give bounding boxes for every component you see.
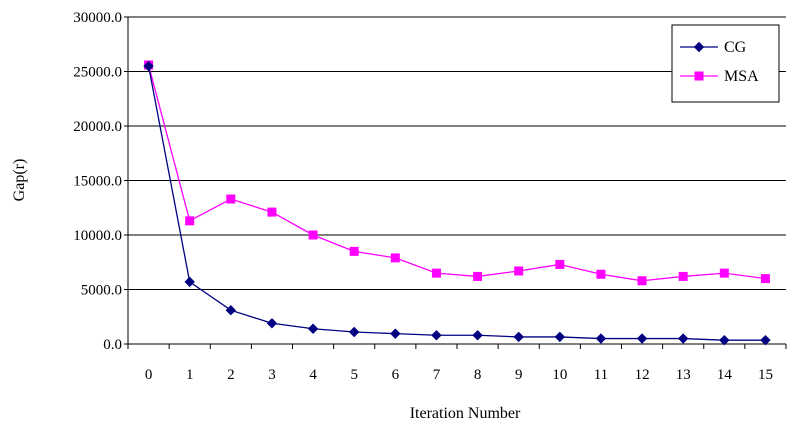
data-point-cg xyxy=(513,331,524,343)
y-tick-labels: 0.0 5000.0 10000.0 15000.0 20000.0 25000.0 300… xyxy=(73,10,122,353)
legend-item-cg: CG xyxy=(680,39,747,56)
series-cg xyxy=(143,60,771,346)
data-point-msa xyxy=(308,230,318,240)
y-tick-label: 5000.0 xyxy=(81,283,122,299)
data-point-msa xyxy=(555,259,565,269)
data-point-msa xyxy=(473,271,483,281)
legend-marker xyxy=(693,41,705,53)
y-tick-label: 15000.0 xyxy=(73,174,122,190)
x-tick-label: 12 xyxy=(635,367,650,383)
y-tick-label: 10000.0 xyxy=(73,228,122,244)
x-axis-title: Iteration Number xyxy=(410,405,521,422)
grid-lines xyxy=(128,16,786,290)
data-point-cg xyxy=(719,334,730,346)
legend-label: MSA xyxy=(724,68,759,85)
data-point-msa xyxy=(678,271,688,281)
legend-label: CG xyxy=(724,39,747,56)
x-tick-label: 2 xyxy=(227,367,235,383)
data-point-msa xyxy=(390,253,400,263)
data-point-cg xyxy=(677,333,689,344)
x-tick-label: 8 xyxy=(474,367,482,383)
x-tick-label: 10 xyxy=(552,367,567,383)
x-tick-label: 0 xyxy=(145,367,153,383)
data-point-msa xyxy=(596,269,606,279)
x-tick-label: 6 xyxy=(392,367,400,383)
x-tick-label: 15 xyxy=(758,367,773,383)
x-tick-label: 7 xyxy=(433,367,441,383)
data-point-cg xyxy=(554,331,566,343)
y-tick-label: 20000.0 xyxy=(73,119,122,135)
data-point-cg xyxy=(266,318,278,329)
x-tick-label: 9 xyxy=(515,367,523,383)
x-tick-label: 14 xyxy=(717,367,733,383)
data-point-cg xyxy=(595,333,607,344)
x-tick-label: 1 xyxy=(186,367,194,383)
x-tick-label: 11 xyxy=(594,367,608,383)
series-line-msa xyxy=(147,64,766,282)
y-tick-label: 25000.0 xyxy=(73,65,122,81)
data-point-cg xyxy=(348,326,360,338)
data-point-msa xyxy=(637,276,647,286)
y-tick-label: 0.0 xyxy=(103,337,122,353)
data-point-cg xyxy=(431,330,442,341)
x-tick-label: 13 xyxy=(676,367,691,383)
legend: CG MSA xyxy=(671,24,780,103)
data-point-cg xyxy=(636,333,648,344)
data-point-msa xyxy=(226,194,236,204)
data-point-msa xyxy=(760,274,770,284)
x-tick-label: 5 xyxy=(350,367,358,383)
y-axis-title: Gap(r) xyxy=(11,159,28,202)
data-point-cg xyxy=(225,305,237,316)
legend-box xyxy=(671,24,780,103)
legend-item-msa: MSA xyxy=(680,68,759,85)
y-tick-label: 30000.0 xyxy=(73,10,122,26)
data-point-msa xyxy=(267,207,277,217)
series-msa xyxy=(144,60,770,286)
data-point-cg xyxy=(472,330,483,341)
series-line-cg xyxy=(147,65,766,341)
data-point-cg xyxy=(143,60,154,72)
axes xyxy=(124,16,787,349)
data-point-cg xyxy=(390,328,401,339)
x-tick-label: 4 xyxy=(309,367,317,383)
data-point-cg xyxy=(307,323,319,334)
data-point-msa xyxy=(349,246,359,256)
series xyxy=(143,60,771,346)
data-point-msa xyxy=(431,268,441,278)
data-point-cg xyxy=(184,276,195,288)
data-point-cg xyxy=(760,334,771,346)
data-point-msa xyxy=(719,268,729,278)
data-point-msa xyxy=(185,216,195,226)
legend-marker xyxy=(694,71,704,81)
data-point-msa xyxy=(514,266,524,276)
x-tick-label: 3 xyxy=(268,367,276,383)
x-tick-labels: 0 1 2 3 4 5 6 7 8 9 10 11 12 13 14 15 xyxy=(145,367,773,383)
